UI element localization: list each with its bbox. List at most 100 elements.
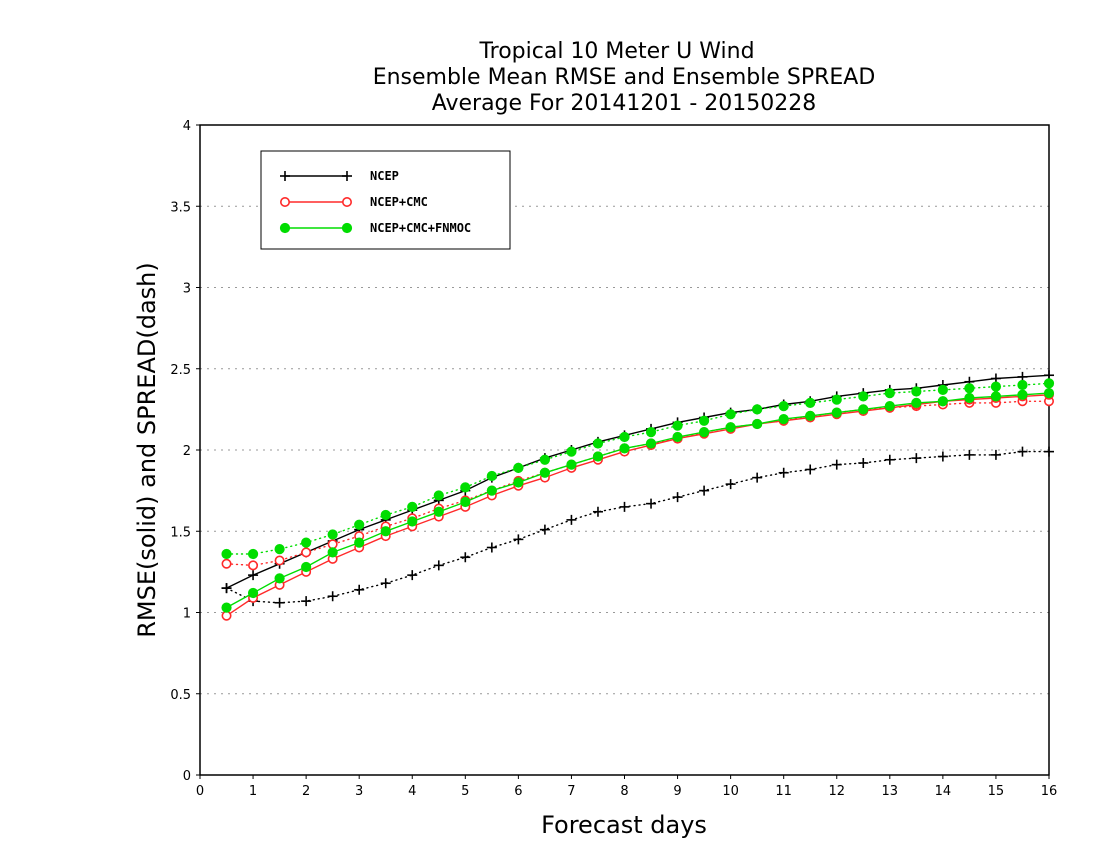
legend-box bbox=[260, 150, 511, 250]
spread-point-ncep bbox=[619, 501, 630, 512]
rmse-point-ncep-cmc-fnmoc bbox=[672, 431, 683, 443]
rmse-point-ncep-cmc-fnmoc bbox=[539, 467, 551, 478]
spread-point-ncep bbox=[831, 459, 842, 470]
legend-marker bbox=[279, 197, 290, 208]
spread-point-ncep bbox=[752, 472, 763, 483]
legend-label: NCEP bbox=[370, 169, 399, 183]
spread-point-ncep-cmc bbox=[327, 539, 338, 550]
x-tick-label: 0 bbox=[196, 784, 204, 799]
spread-point-ncep bbox=[433, 560, 444, 571]
rmse-point-ncep-cmc-fnmoc bbox=[805, 410, 816, 421]
rmse-point-ncep-cmc-fnmoc bbox=[460, 496, 471, 508]
x-tick-label: 14 bbox=[935, 784, 952, 799]
spread-point-ncep-cmc-fnmoc bbox=[513, 462, 524, 473]
legend: NCEP NCEP+CMC NCEP+CMC+FNMOC bbox=[260, 150, 511, 250]
spread-point-ncep bbox=[513, 534, 524, 545]
spread-point-ncep-cmc-fnmoc bbox=[805, 397, 816, 408]
series-ncep bbox=[221, 370, 1054, 608]
rmse-point-ncep-cmc-fnmoc bbox=[831, 407, 842, 418]
spread-point-ncep-cmc-fnmoc bbox=[778, 401, 789, 412]
rmse-point-ncep-cmc-fnmoc bbox=[327, 547, 338, 558]
spread-point-ncep-cmc-fnmoc bbox=[990, 381, 1002, 392]
spread-point-ncep-cmc-fnmoc bbox=[831, 394, 842, 405]
legend-label: NCEP+CMC+FNMOC bbox=[370, 221, 471, 235]
spread-point-ncep-cmc-fnmoc bbox=[672, 420, 683, 431]
x-tick-label: 5 bbox=[461, 784, 469, 799]
y-tick-label: 4 bbox=[183, 119, 191, 134]
rmse-point-ncep-cmc-fnmoc bbox=[433, 506, 444, 517]
x-tick-label: 4 bbox=[408, 784, 416, 799]
spread-point-ncep bbox=[274, 597, 285, 608]
y-tick-label: 3.5 bbox=[170, 200, 191, 215]
spread-point-ncep-cmc-fnmoc bbox=[274, 544, 285, 555]
spread-point-ncep bbox=[725, 479, 736, 490]
rmse-point-ncep-cmc-fnmoc bbox=[778, 414, 789, 425]
y-tick-label: 3 bbox=[183, 282, 191, 297]
spread-point-ncep bbox=[858, 458, 869, 468]
spread-point-ncep bbox=[884, 454, 895, 465]
x-tick-label: 16 bbox=[1041, 784, 1058, 799]
spread-point-ncep-cmc-fnmoc bbox=[354, 519, 365, 530]
x-axis: 0 1 2 3 4 5 6 7 8 9 10 11 12 13 14 15 16 bbox=[196, 775, 1057, 799]
spread-point-ncep-cmc-fnmoc bbox=[407, 501, 418, 512]
x-tick-label: 11 bbox=[775, 784, 792, 799]
spread-point-ncep bbox=[990, 449, 1001, 460]
spread-point-ncep-cmc-fnmoc bbox=[1043, 378, 1055, 389]
rmse-point-ncep-cmc bbox=[221, 610, 232, 621]
spread-point-ncep-cmc-fnmoc bbox=[937, 384, 948, 395]
spread-point-ncep-cmc-fnmoc bbox=[592, 438, 604, 449]
rmse-point-ncep-cmc-fnmoc bbox=[592, 451, 604, 462]
spread-point-ncep-cmc-fnmoc bbox=[539, 454, 551, 465]
spread-point-ncep bbox=[539, 524, 550, 535]
rmse-point-ncep bbox=[248, 570, 259, 581]
legend-item-ncep: NCEP bbox=[280, 169, 399, 183]
spread-line-ncep bbox=[225, 450, 1050, 604]
spread-point-ncep-cmc-fnmoc bbox=[247, 548, 259, 560]
spread-point-ncep bbox=[380, 578, 391, 589]
legend-item-ncep-cmc: NCEP+CMC bbox=[279, 195, 428, 209]
rmse-point-ncep-cmc-fnmoc bbox=[937, 396, 948, 407]
spread-point-ncep bbox=[699, 485, 710, 496]
spread-point-ncep bbox=[407, 570, 418, 581]
spread-point-ncep bbox=[592, 506, 603, 517]
y-tick-label: 2.5 bbox=[170, 363, 191, 378]
rmse-point-ncep-cmc-fnmoc bbox=[964, 392, 975, 404]
spread-point-ncep-cmc-fnmoc bbox=[645, 427, 657, 438]
spread-point-ncep bbox=[778, 467, 789, 478]
legend-marker bbox=[342, 171, 352, 181]
spread-point-ncep bbox=[1044, 446, 1054, 457]
series-ncep-cmc bbox=[221, 389, 1055, 621]
spread-point-ncep-cmc-fnmoc bbox=[486, 470, 497, 482]
x-tick-label: 2 bbox=[302, 784, 310, 799]
title-line-2: Ensemble Mean RMSE and Ensemble SPREAD bbox=[373, 65, 876, 90]
spread-point-ncep bbox=[301, 596, 312, 607]
spread-line-ncep-cmc-fnmoc bbox=[225, 382, 1050, 555]
rmse-point-ncep-cmc-fnmoc bbox=[407, 516, 418, 527]
rmse-point-ncep-cmc-fnmoc bbox=[301, 561, 312, 573]
x-tick-label: 9 bbox=[673, 784, 681, 799]
rmse-point-ncep-cmc-fnmoc bbox=[752, 418, 763, 430]
series-layer bbox=[221, 370, 1055, 621]
x-tick-label: 12 bbox=[828, 784, 845, 799]
x-tick-label: 8 bbox=[620, 784, 628, 799]
legend-item-ncep-cmc-fnmoc: NCEP+CMC+FNMOC bbox=[279, 221, 471, 235]
spread-point-ncep bbox=[354, 584, 365, 595]
rmse-point-ncep-cmc-fnmoc bbox=[274, 573, 285, 584]
y-tick-label: 0.5 bbox=[170, 688, 191, 703]
spread-point-ncep-cmc-fnmoc bbox=[884, 388, 895, 399]
rmse-point-ncep-cmc-fnmoc bbox=[698, 427, 710, 438]
spread-point-ncep-cmc-fnmoc bbox=[380, 509, 391, 521]
x-tick-label: 1 bbox=[249, 784, 257, 799]
spread-point-ncep-cmc bbox=[274, 555, 285, 566]
x-tick-label: 6 bbox=[514, 784, 522, 799]
spread-point-ncep-cmc-fnmoc bbox=[221, 548, 232, 560]
x-tick-label: 3 bbox=[355, 784, 363, 799]
spread-point-ncep-cmc-fnmoc bbox=[964, 383, 975, 394]
spread-point-ncep-cmc-fnmoc bbox=[698, 415, 710, 426]
spread-point-ncep bbox=[646, 498, 657, 509]
rmse-point-ncep-cmc-fnmoc bbox=[513, 477, 524, 488]
spread-point-ncep bbox=[460, 552, 471, 563]
spread-point-ncep-cmc-fnmoc bbox=[911, 386, 922, 397]
rmse-point-ncep-cmc-fnmoc bbox=[486, 485, 497, 496]
